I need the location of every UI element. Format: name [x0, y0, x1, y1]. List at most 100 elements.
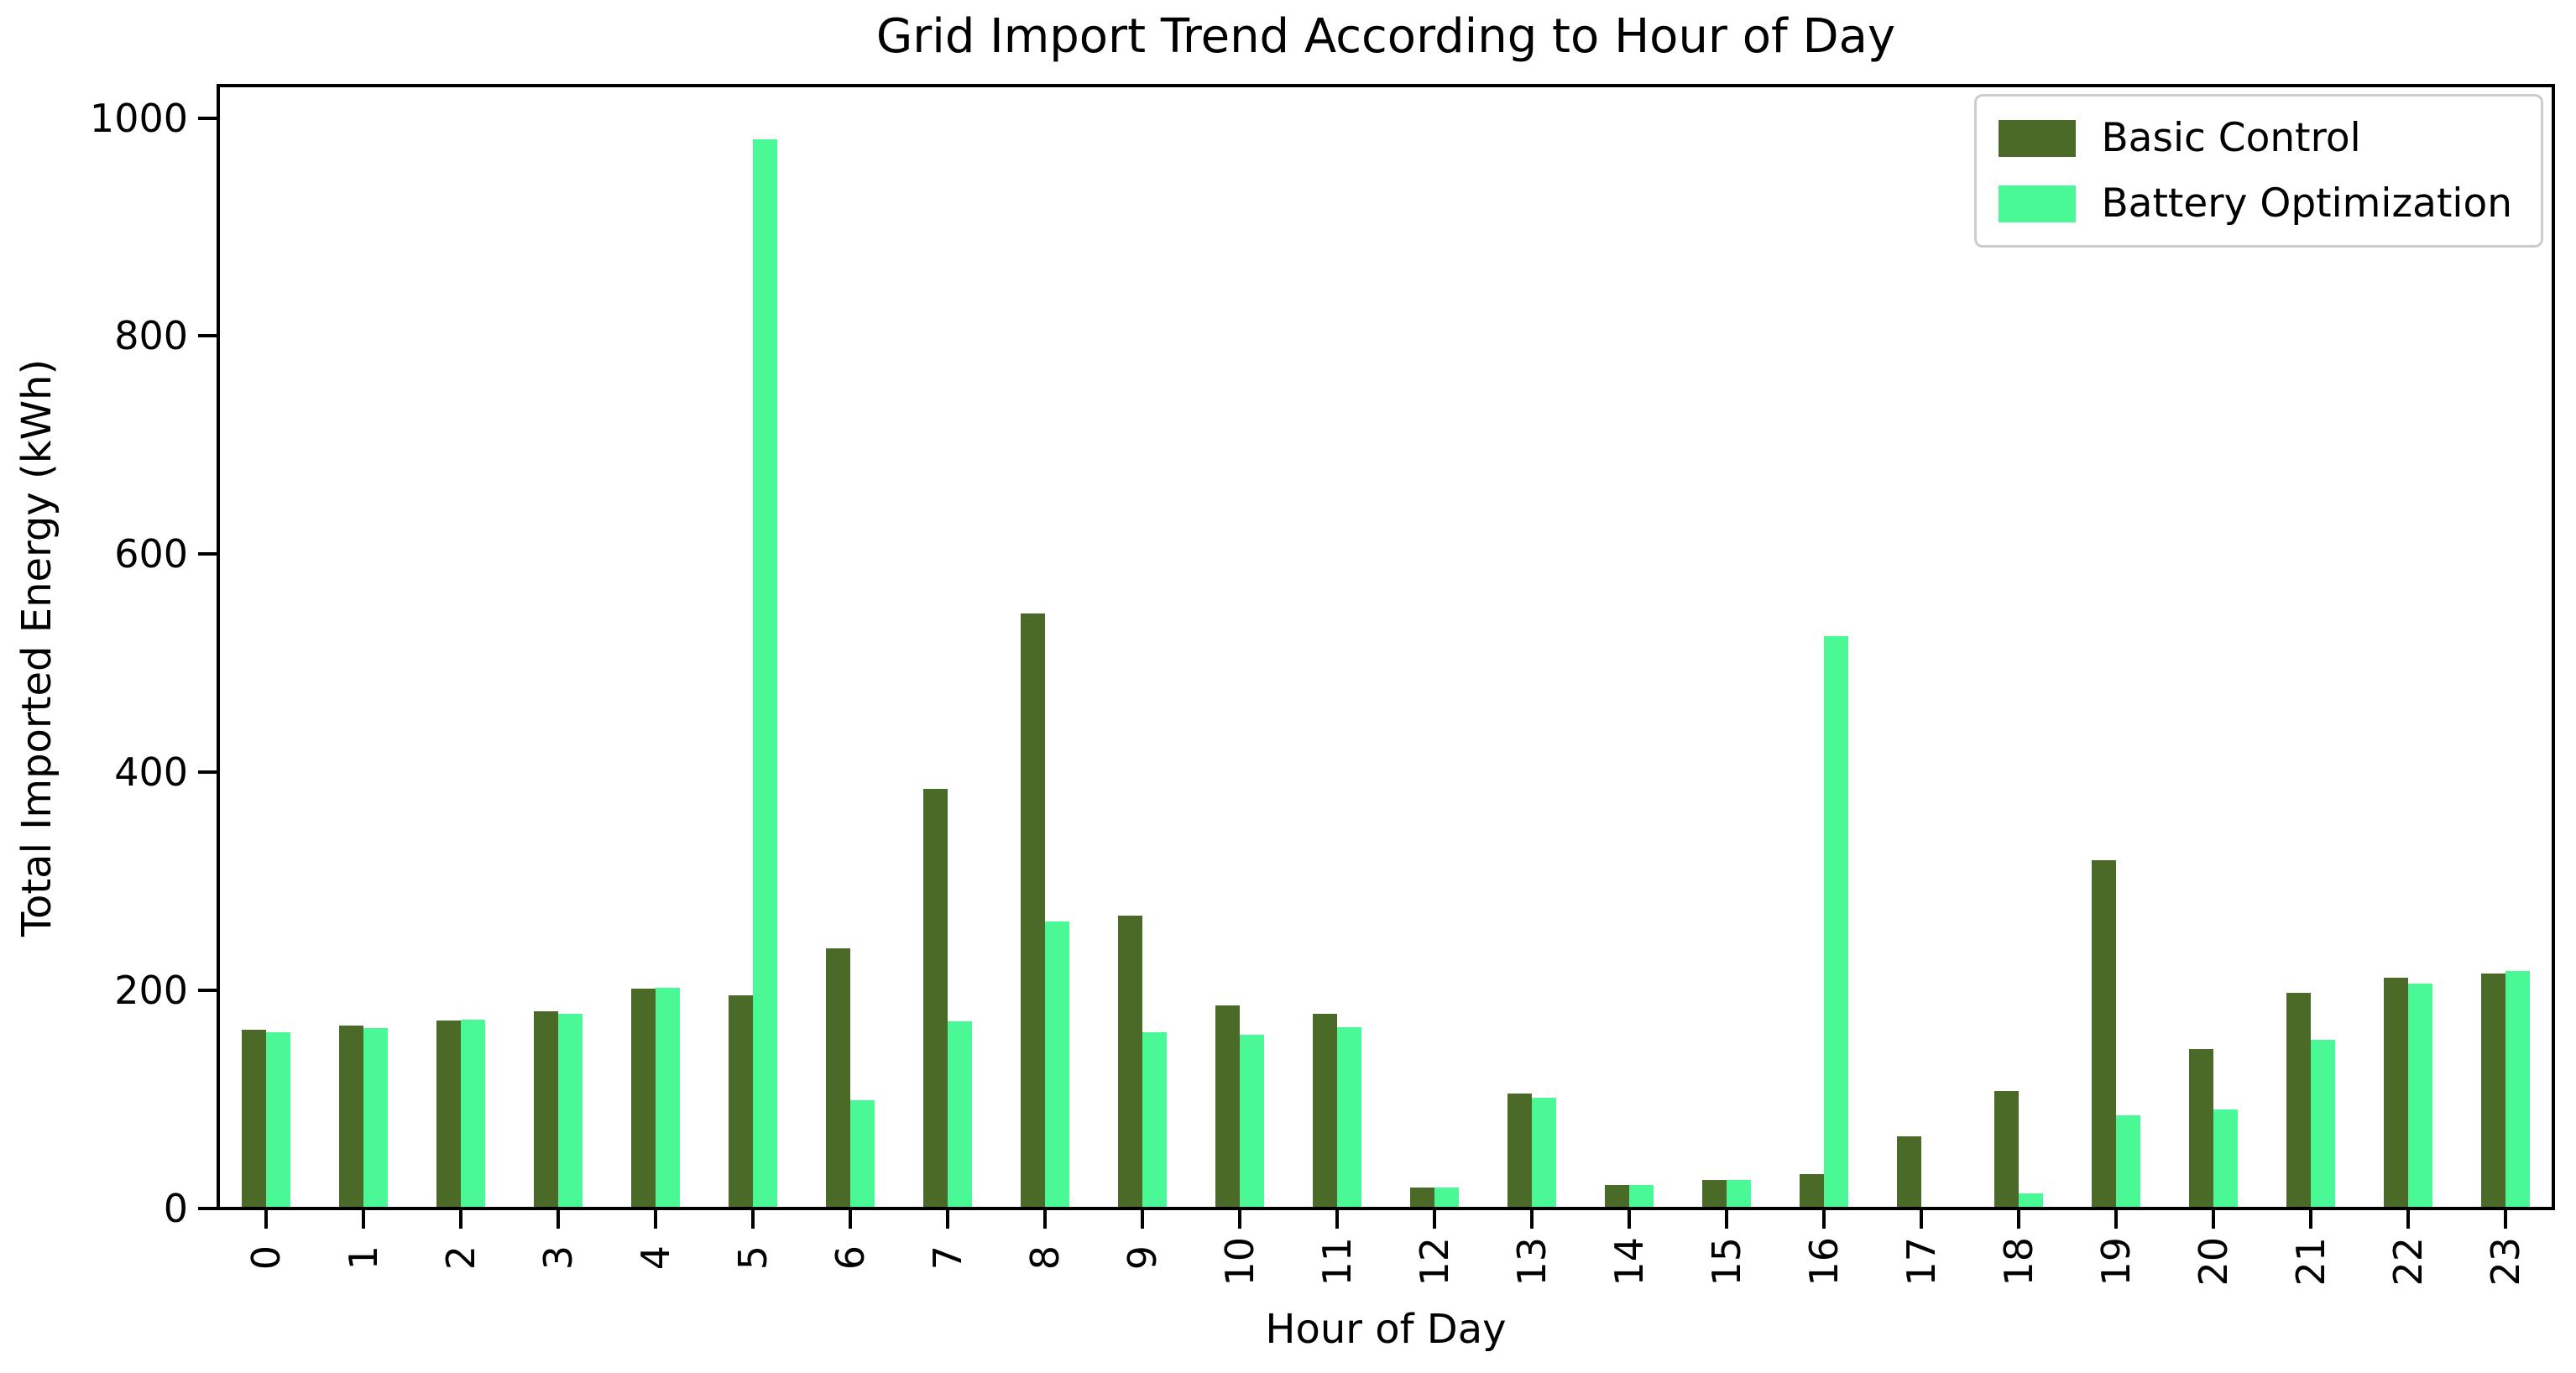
x-tick-hour-13 [1530, 1210, 1534, 1229]
legend: Basic Control Battery Optimization [1974, 94, 2543, 248]
y-tick-label-200: 200 [114, 968, 188, 1013]
bar-basic-control-hour-18 [1994, 1091, 2019, 1207]
y-tick-label-0: 0 [163, 1186, 188, 1231]
bar-basic-control-hour-13 [1507, 1094, 1532, 1207]
bar-basic-control-hour-8 [1021, 613, 1045, 1207]
x-tick-label-hour-18: 18 [1996, 1237, 2041, 1287]
bar-battery-optimization-hour-9 [1142, 1032, 1167, 1207]
x-tick-label-hour-3: 3 [536, 1245, 581, 1270]
x-tick-label-hour-22: 22 [2385, 1237, 2431, 1287]
bar-battery-optimization-hour-16 [1824, 636, 1848, 1207]
y-tick-label-1000: 1000 [89, 96, 188, 141]
bar-basic-control-hour-3 [534, 1011, 558, 1207]
x-tick-hour-20 [2212, 1210, 2215, 1229]
x-tick-hour-11 [1335, 1210, 1339, 1229]
bar-battery-optimization-hour-6 [850, 1100, 875, 1207]
bar-basic-control-hour-5 [729, 995, 753, 1207]
x-tick-hour-10 [1238, 1210, 1241, 1229]
bar-basic-control-hour-22 [2384, 978, 2408, 1207]
bar-battery-optimization-hour-20 [2213, 1109, 2238, 1207]
bar-battery-optimization-hour-23 [2505, 971, 2530, 1207]
legend-item-battery-optimization: Battery Optimization [1999, 181, 2512, 226]
x-tick-hour-16 [1822, 1210, 1826, 1229]
x-tick-hour-12 [1433, 1210, 1436, 1229]
x-tick-label-hour-0: 0 [243, 1245, 289, 1270]
y-tick-600 [198, 552, 217, 556]
x-tick-label-hour-19: 19 [2093, 1237, 2139, 1287]
x-tick-hour-9 [1141, 1210, 1144, 1229]
bar-battery-optimization-hour-1 [363, 1028, 388, 1207]
bar-battery-optimization-hour-0 [266, 1032, 290, 1207]
bar-battery-optimization-hour-7 [948, 1021, 972, 1207]
x-tick-label-hour-12: 12 [1412, 1237, 1457, 1287]
bar-basic-control-hour-17 [1897, 1136, 1921, 1207]
bar-battery-optimization-hour-8 [1045, 921, 1069, 1207]
y-tick-label-600: 600 [114, 531, 188, 577]
legend-item-basic-control: Basic Control [1999, 117, 2512, 160]
chart-title: Grid Import Trend According to Hour of D… [875, 9, 1896, 64]
x-tick-label-hour-1: 1 [341, 1245, 386, 1270]
x-tick-label-hour-11: 11 [1314, 1237, 1360, 1287]
bar-battery-optimization-hour-14 [1629, 1185, 1654, 1207]
x-tick-label-hour-5: 5 [730, 1245, 776, 1270]
x-tick-hour-15 [1725, 1210, 1728, 1229]
x-tick-hour-0 [264, 1210, 268, 1229]
x-tick-label-hour-4: 4 [633, 1245, 678, 1270]
bar-basic-control-hour-7 [923, 789, 948, 1207]
x-tick-hour-18 [2017, 1210, 2020, 1229]
y-tick-0 [198, 1207, 217, 1210]
x-tick-hour-21 [2309, 1210, 2312, 1229]
y-tick-1000 [198, 117, 217, 120]
x-tick-hour-6 [849, 1210, 852, 1229]
x-tick-hour-22 [2406, 1210, 2410, 1229]
bar-basic-control-hour-11 [1313, 1014, 1337, 1207]
bar-battery-optimization-hour-22 [2408, 984, 2432, 1207]
bar-basic-control-hour-21 [2286, 993, 2311, 1207]
x-tick-label-hour-6: 6 [828, 1245, 873, 1270]
x-tick-label-hour-9: 9 [1120, 1245, 1165, 1270]
x-tick-hour-19 [2114, 1210, 2118, 1229]
bar-battery-optimization-hour-10 [1240, 1035, 1264, 1207]
y-tick-label-400: 400 [114, 749, 188, 795]
bar-battery-optimization-hour-2 [461, 1020, 485, 1207]
bar-battery-optimization-hour-12 [1434, 1188, 1459, 1207]
bar-basic-control-hour-10 [1215, 1005, 1240, 1207]
bar-basic-control-hour-15 [1702, 1180, 1727, 1207]
legend-label-basic-control: Basic Control [2101, 115, 2361, 161]
x-tick-label-hour-14: 14 [1607, 1237, 1652, 1287]
y-tick-400 [198, 770, 217, 774]
bar-basic-control-hour-12 [1410, 1188, 1434, 1207]
bar-battery-optimization-hour-3 [558, 1014, 583, 1207]
x-tick-label-hour-13: 13 [1509, 1237, 1554, 1287]
y-tick-200 [198, 989, 217, 992]
x-axis-label: Hour of Day [1265, 1306, 1507, 1353]
bar-battery-optimization-hour-4 [656, 988, 680, 1207]
bar-basic-control-hour-2 [436, 1021, 461, 1207]
x-tick-label-hour-7: 7 [925, 1245, 970, 1270]
axis-spine-top [217, 84, 2555, 87]
y-tick-800 [198, 334, 217, 337]
bar-basic-control-hour-9 [1118, 916, 1142, 1207]
x-tick-hour-1 [362, 1210, 365, 1229]
x-tick-label-hour-16: 16 [1801, 1237, 1847, 1287]
x-tick-label-hour-8: 8 [1022, 1245, 1068, 1270]
bar-battery-optimization-hour-5 [753, 139, 777, 1207]
x-tick-label-hour-23: 23 [2483, 1237, 2528, 1287]
legend-swatch-basic-control [1999, 119, 2077, 157]
x-tick-hour-23 [2504, 1210, 2507, 1229]
bar-basic-control-hour-20 [2189, 1049, 2213, 1207]
bar-basic-control-hour-23 [2481, 974, 2505, 1207]
x-tick-hour-5 [751, 1210, 755, 1229]
bar-battery-optimization-hour-13 [1532, 1098, 1556, 1207]
x-tick-label-hour-2: 2 [438, 1245, 483, 1270]
bar-battery-optimization-hour-15 [1727, 1180, 1751, 1207]
bar-basic-control-hour-1 [339, 1026, 363, 1207]
x-tick-label-hour-15: 15 [1704, 1237, 1749, 1287]
bar-basic-control-hour-16 [1800, 1174, 1824, 1207]
x-tick-hour-4 [654, 1210, 657, 1229]
x-tick-hour-3 [556, 1210, 560, 1229]
axis-spine-left [217, 84, 220, 1210]
axis-spine-bottom [217, 1207, 2555, 1210]
bar-basic-control-hour-6 [826, 948, 850, 1207]
